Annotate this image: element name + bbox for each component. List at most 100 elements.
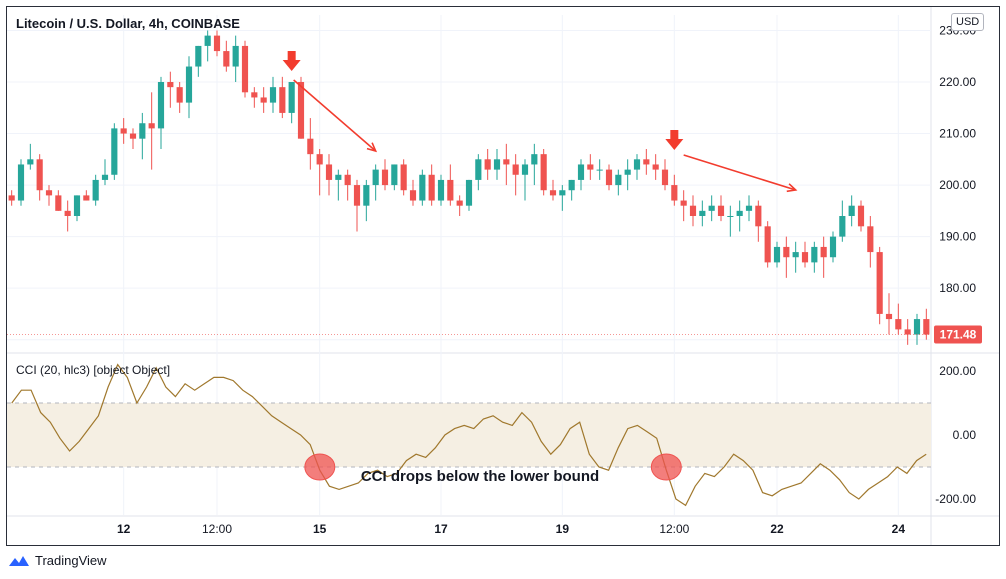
candle-body [857, 205, 865, 227]
candle-body [139, 123, 146, 139]
cci-tick-label: -200.00 [935, 492, 976, 506]
candle-body [717, 205, 725, 216]
candle-body [503, 159, 510, 165]
candle-body [129, 133, 137, 139]
candle-body [633, 159, 641, 170]
candle-body [316, 154, 323, 165]
candle-body [792, 252, 799, 258]
candle-body [671, 185, 678, 201]
candle-body [867, 226, 874, 253]
candle-body [8, 195, 15, 201]
candle-body [92, 179, 99, 201]
price-tick-label: 210.00 [939, 127, 976, 141]
candle-body [764, 226, 771, 263]
candle-body [335, 174, 342, 180]
candle-body [615, 174, 622, 186]
candle-body [521, 164, 529, 175]
candle-body [755, 205, 762, 227]
candle-body [885, 313, 893, 320]
candle-body [895, 319, 902, 330]
candle-body [904, 329, 911, 335]
candle-body [605, 169, 613, 186]
candle-body [204, 35, 211, 46]
footer-brand-label: TradingView [35, 553, 107, 568]
cross-marker [304, 453, 336, 481]
candle-body [559, 190, 566, 196]
currency-button[interactable]: USD [951, 13, 985, 31]
candle-body [372, 169, 379, 186]
candle-body [512, 164, 519, 175]
chart-title: Litecoin / U.S. Dollar, 4h, COINBASE [16, 16, 240, 31]
candle-body [708, 205, 715, 211]
price-tick-label: 180.00 [939, 281, 976, 295]
candle-body [419, 174, 426, 201]
candle-body [195, 45, 202, 67]
candle-body [689, 205, 697, 216]
candle-body [213, 35, 221, 52]
candle-body [913, 319, 921, 335]
candle-body [157, 82, 165, 129]
candle-body [652, 164, 659, 170]
candle-body [73, 195, 81, 216]
candle-body [185, 66, 193, 103]
price-tick-label: 200.00 [939, 178, 976, 192]
candle-body [269, 87, 277, 103]
candle-body [325, 164, 333, 180]
candle-body [307, 138, 314, 155]
candle-body [811, 246, 818, 263]
candle-body [773, 246, 781, 263]
trend-arrow-line [683, 154, 796, 191]
candle-body [531, 154, 538, 165]
time-tick-label: 19 [556, 522, 570, 536]
candle-body [848, 205, 855, 216]
candle-body [745, 205, 753, 211]
candle-body [409, 190, 417, 201]
down-arrow-head [665, 139, 684, 150]
time-tick-label: 15 [313, 522, 327, 536]
candle-body [288, 82, 295, 113]
candle-body [447, 179, 454, 201]
candle-body [251, 92, 258, 98]
time-tick-label: 24 [892, 522, 906, 536]
candle-body [549, 190, 557, 196]
candle-body [363, 185, 370, 206]
trend-arrow-line [293, 79, 377, 152]
cross-marker [650, 453, 682, 481]
candle-body [839, 216, 846, 237]
cci-band [7, 403, 931, 467]
candle-body [801, 252, 809, 263]
candle-body [596, 169, 603, 171]
candle-body [465, 179, 473, 206]
candle-body [83, 195, 90, 201]
candle-body [297, 82, 305, 139]
candle-body [381, 169, 389, 186]
candle-body [437, 179, 445, 201]
candle-body [876, 252, 883, 314]
time-tick-label: 22 [770, 522, 784, 536]
candle-body [241, 45, 249, 93]
candle-body [120, 128, 127, 134]
candle-body [111, 128, 118, 175]
candle-body [260, 97, 267, 103]
candle-body [148, 123, 155, 129]
candle-body [475, 159, 482, 180]
down-arrow-icon [282, 51, 301, 71]
candle-body [680, 200, 687, 206]
candle-body [577, 164, 585, 180]
last-price-label: 171.48 [940, 328, 977, 342]
candle-body [643, 159, 650, 165]
candle-body [167, 82, 174, 88]
candle-body [17, 164, 25, 201]
candle-body [587, 164, 594, 170]
candle-body [391, 164, 398, 186]
candle-body [64, 210, 71, 216]
price-tick-label: 220.00 [939, 75, 976, 89]
candle-body [232, 45, 239, 67]
cci-tick-label: 200.00 [939, 364, 976, 378]
candle-body [736, 210, 743, 216]
footer-brand[interactable]: TradingView [8, 553, 107, 568]
candle-body [223, 51, 230, 67]
down-arrow-icon [665, 130, 684, 150]
candle-body [727, 216, 734, 217]
